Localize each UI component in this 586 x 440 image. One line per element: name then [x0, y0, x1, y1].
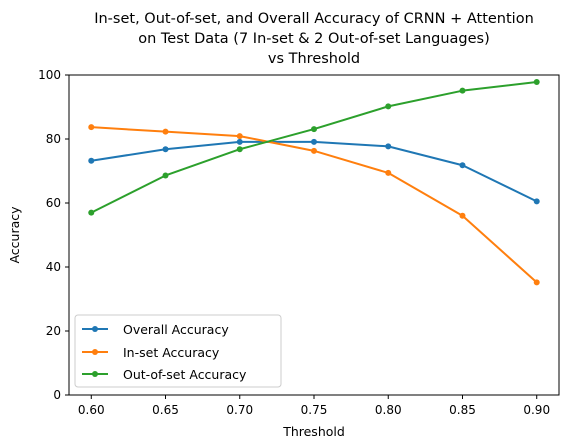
data-point-series-2: [533, 79, 540, 86]
legend-marker-out-of-set: [92, 371, 98, 377]
x-tick-label: 0.85: [449, 403, 476, 417]
data-point-series-2: [459, 87, 466, 94]
data-point-series-1: [533, 279, 540, 286]
chart-title-line-2: on Test Data (7 In-set & 2 Out-of-set La…: [138, 31, 490, 47]
plot-area: [88, 79, 540, 286]
chart-title-line-3: vs Threshold: [268, 51, 360, 67]
data-point-series-1: [311, 147, 317, 154]
legend-label-out-of-set: Out-of-set Accuracy: [123, 367, 247, 382]
y-tick-label: 100: [38, 68, 61, 82]
y-tick-label: 0: [53, 388, 61, 402]
data-point-series-1: [459, 212, 466, 219]
data-point-series-0: [162, 146, 169, 153]
data-point-series-0: [385, 143, 392, 150]
y-tick-label: 20: [46, 324, 61, 338]
y-tick-label: 80: [46, 132, 61, 146]
data-point-series-1: [236, 133, 243, 140]
data-point-series-2: [162, 172, 169, 179]
legend-box: [74, 314, 282, 388]
x-tick-label: 0.70: [226, 403, 253, 417]
legend-marker-overall: [92, 326, 98, 332]
data-point-series-2: [385, 103, 392, 110]
data-point-series-1: [88, 124, 95, 131]
legend-label-overall: Overall Accuracy: [123, 322, 229, 337]
x-tick-label: 0.60: [78, 403, 105, 417]
data-point-series-2: [236, 146, 243, 153]
legend-marker-in-set: [92, 349, 98, 355]
x-axis-label: Threshold: [282, 424, 345, 439]
x-tick-label: 0.80: [375, 403, 402, 417]
y-tick-label: 60: [46, 196, 61, 210]
x-tick-label: 0.65: [152, 403, 179, 417]
data-point-series-0: [533, 198, 540, 205]
data-point-series-2: [88, 209, 95, 216]
legend: Overall Accuracy In-set Accuracy Out-of-…: [74, 314, 282, 388]
data-point-series-0: [311, 138, 317, 145]
series-line-2: [90, 81, 537, 214]
data-point-series-0: [88, 157, 95, 164]
data-point-series-1: [162, 128, 169, 135]
y-tick-label: 40: [46, 260, 61, 274]
data-point-series-2: [311, 126, 317, 133]
legend-label-in-set: In-set Accuracy: [123, 345, 220, 360]
y-axis-label: Accuracy: [7, 206, 22, 264]
data-point-series-0: [459, 162, 466, 169]
x-tick-label: 0.90: [523, 403, 550, 417]
chart-title-line-1: In-set, Out-of-set, and Overall Accuracy…: [94, 11, 534, 27]
x-tick-label: 0.75: [301, 403, 328, 417]
data-point-series-1: [385, 169, 392, 176]
data-point-series-0: [236, 138, 243, 145]
